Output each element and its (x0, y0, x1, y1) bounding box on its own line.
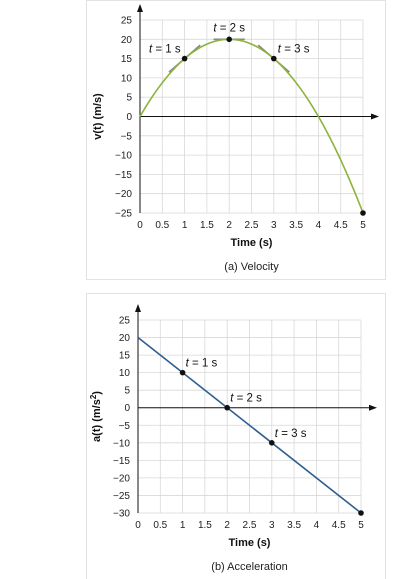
velocity-point-label-var: t (213, 22, 217, 34)
acceleration-y-tick-label: 20 (119, 333, 131, 344)
velocity-x-tick-label: 3.5 (289, 220, 303, 231)
velocity-x-tick-label: 4.5 (334, 220, 348, 231)
acceleration-x-axis-arrow (369, 404, 377, 411)
acceleration-y-axis-title-main: a(t) (m/s (91, 399, 103, 442)
acceleration-point-label-value: = 1 s (189, 358, 218, 370)
velocity-y-tick-label: 15 (121, 54, 133, 65)
acceleration-point-label: t = 1 s (186, 358, 218, 370)
acceleration-y-tick-label: −5 (119, 421, 131, 432)
acceleration-x-tick-label: 4 (314, 520, 320, 531)
acceleration-line (137, 336, 362, 514)
velocity-x-tick-label: 3 (271, 220, 277, 231)
acceleration-x-tick-label: 0.5 (153, 520, 167, 531)
acceleration-data-point (179, 369, 186, 376)
acceleration-x-tick-label: 3.5 (287, 520, 301, 531)
velocity-y-axis-arrow (137, 4, 143, 12)
acceleration-data-point (358, 510, 364, 516)
acceleration-caption: (b) Acceleration (211, 561, 287, 573)
acceleration-y-tick-label: −15 (113, 456, 130, 467)
velocity-x-tick-label: 1.5 (200, 220, 214, 231)
velocity-curve (139, 38, 364, 214)
acceleration-x-tick-label: 1.5 (198, 520, 212, 531)
velocity-x-axis-title: Time (s) (231, 237, 273, 249)
velocity-point-label-value: = 2 s (217, 22, 246, 34)
velocity-chart-panel: 25 20 15 10 5 0 −5 −10 −15 −20 −25 0 0.5 1 1.5 2 2.5 3 3.5… (86, 0, 386, 280)
acceleration-y-tick-label: −30 (113, 509, 130, 520)
acceleration-point-label: t = 3 s (275, 428, 307, 440)
acceleration-y-tick-label: −20 (113, 473, 130, 484)
velocity-caption: (a) Velocity (224, 261, 279, 273)
acceleration-y-axis-title: a(t) (m/s2) (89, 391, 104, 442)
acceleration-x-tick-label: 1 (180, 520, 186, 531)
velocity-x-axis-arrow (371, 113, 379, 120)
velocity-data-point (181, 55, 188, 62)
acceleration-y-tick-label: 25 (119, 316, 131, 327)
acceleration-y-tick-label: 5 (124, 386, 130, 397)
acceleration-point-label-value: = 3 s (278, 428, 307, 440)
velocity-x-tick-label: 0.5 (155, 220, 169, 231)
acceleration-x-tick-label: 0 (135, 520, 141, 531)
acceleration-y-tick-label: −25 (113, 491, 130, 502)
velocity-point-label-value: = 3 s (281, 44, 310, 56)
acceleration-x-tick-label: 5 (358, 520, 364, 531)
acceleration-point-label-var: t (186, 358, 190, 370)
acceleration-y-tick-label: 0 (124, 403, 130, 414)
velocity-point-label-value: = 1 s (152, 44, 181, 56)
velocity-y-tick-label: −25 (115, 209, 132, 220)
velocity-data-point (226, 36, 232, 43)
velocity-x-tick-label: 4 (316, 220, 322, 231)
acceleration-x-tick-label: 4.5 (332, 520, 346, 531)
acceleration-x-axis-title: Time (s) (229, 537, 271, 549)
acceleration-y-axis-title-end: ) (91, 391, 103, 395)
velocity-y-tick-label: 5 (126, 93, 132, 104)
acceleration-x-tick-label: 2.5 (243, 520, 257, 531)
acceleration-y-tick-label: 10 (119, 368, 131, 379)
acceleration-y-axis-arrow (135, 304, 141, 312)
velocity-y-tick-label: 10 (121, 73, 133, 84)
velocity-point-label: t = 2 s (213, 22, 245, 34)
velocity-x-tick-label: 0 (137, 220, 143, 231)
velocity-y-tick-label: −20 (115, 189, 132, 200)
velocity-chart: 25 20 15 10 5 0 −5 −10 −15 −20 −25 0 0.5 1 1.5 2 2.5 3 3.5… (92, 4, 379, 273)
acceleration-point-label: t = 2 s (230, 393, 262, 405)
acceleration-point-label-var: t (230, 393, 234, 405)
velocity-y-tick-label: 25 (121, 16, 133, 27)
velocity-y-tick-label: −15 (115, 170, 132, 181)
acceleration-x-tick-label: 2 (224, 520, 230, 531)
acceleration-data-point (269, 440, 275, 446)
velocity-data-point (360, 210, 366, 216)
acceleration-x-tick-label: 3 (269, 520, 275, 531)
velocity-y-tick-label: 0 (126, 112, 132, 123)
acceleration-chart-panel: 25 20 15 10 5 0 −5 −10 −15 −20 −25 −30 0 0.5 1 1.5 2 2.5 3… (86, 293, 386, 579)
acceleration-y-tick-label: 15 (119, 351, 131, 362)
velocity-point-label-var: t (149, 44, 153, 56)
velocity-x-tick-label: 2 (226, 220, 232, 231)
velocity-x-tick-label: 2.5 (245, 220, 259, 231)
velocity-data-point (271, 55, 277, 62)
acceleration-point-label-value: = 2 s (233, 393, 262, 405)
velocity-y-tick-label: −10 (115, 151, 132, 162)
velocity-x-tick-label: 5 (360, 220, 366, 231)
velocity-y-tick-label: 20 (121, 35, 133, 46)
velocity-point-label-var: t (278, 44, 282, 56)
acceleration-data-point (224, 404, 230, 411)
acceleration-y-axis-title-sup: 2 (89, 394, 98, 399)
velocity-y-tick-label: −5 (121, 131, 133, 142)
acceleration-y-tick-label: −10 (113, 438, 130, 449)
velocity-point-label: t = 3 s (278, 44, 310, 56)
velocity-y-axis-title: v(t) (m/s) (92, 93, 104, 140)
velocity-x-tick-label: 1 (182, 220, 188, 231)
velocity-point-label: t = 1 s (149, 44, 181, 56)
acceleration-point-label-var: t (275, 428, 279, 440)
